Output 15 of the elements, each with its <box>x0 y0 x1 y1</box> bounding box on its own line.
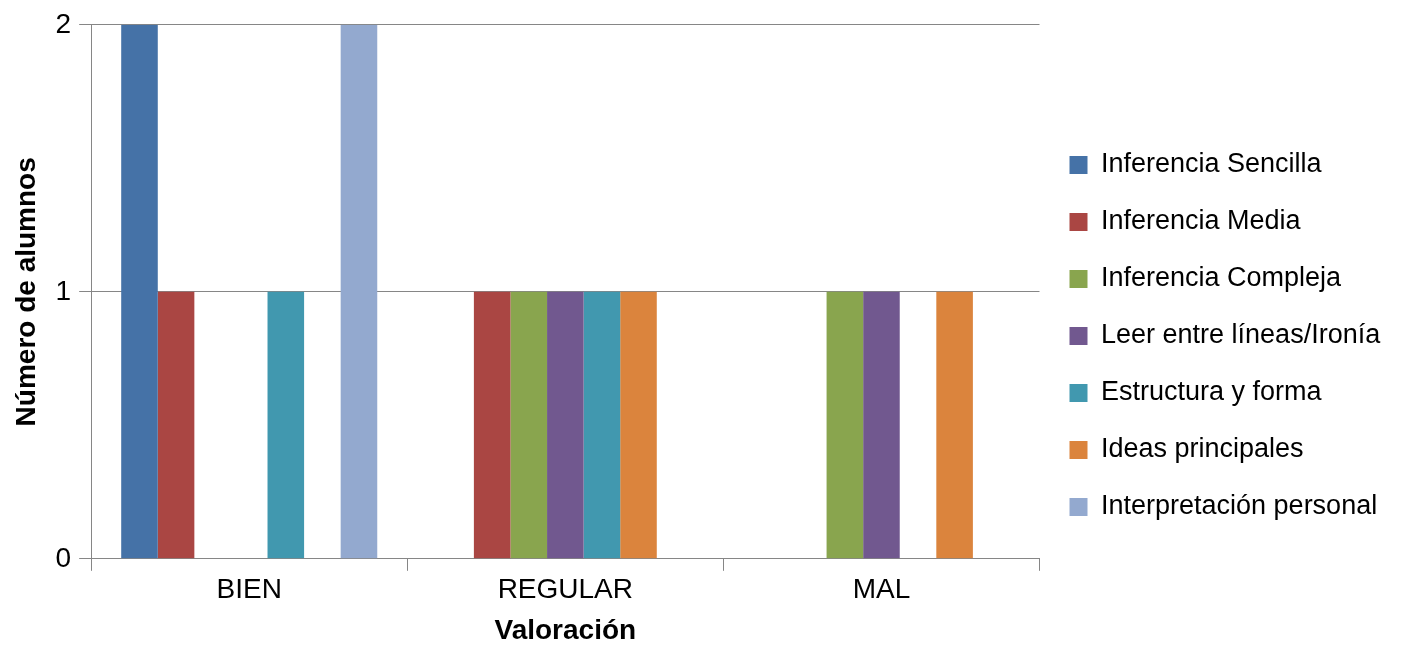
y-tick-label: 0 <box>55 541 72 573</box>
x-tick-label: REGULAR <box>497 573 634 605</box>
y-tick-label: 1 <box>55 274 72 306</box>
x-tick-label: BIEN <box>216 573 282 605</box>
y-tick-label: 2 <box>55 7 72 39</box>
legend-label: Inferencia Compleja <box>1101 262 1343 293</box>
legend-label: Leer entre líneas/Ironía <box>1101 319 1382 350</box>
legend-label: Inferencia Sencilla <box>1101 148 1323 179</box>
y-axis-title: Número de alumnos <box>9 157 41 427</box>
x-axis-title: Valoración <box>494 613 637 645</box>
legend-label: Inferencia Media <box>1101 205 1302 236</box>
legend-label: Estructura y forma <box>1101 376 1323 407</box>
legend-label: Ideas principales <box>1101 433 1304 464</box>
x-tick-label: MAL <box>852 573 911 605</box>
legend-label: Interpretación personal <box>1101 490 1378 521</box>
